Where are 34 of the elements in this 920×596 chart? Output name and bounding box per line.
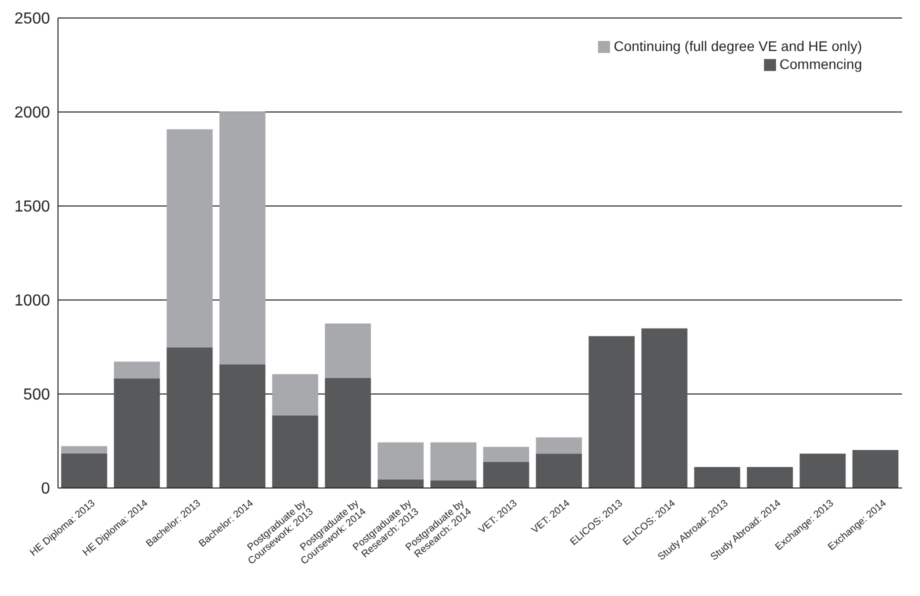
bar (272, 374, 318, 416)
bar (430, 442, 476, 480)
bar (378, 442, 424, 480)
y-tick-label: 1500 (14, 198, 50, 216)
bar (588, 336, 635, 488)
bar (272, 415, 318, 488)
y-tick-label: 2500 (14, 10, 50, 28)
bar (378, 479, 424, 488)
bar (219, 112, 266, 364)
bar (324, 378, 371, 488)
bar (324, 324, 371, 378)
bar (746, 466, 793, 488)
bar (166, 347, 213, 488)
legend-label: Continuing (full degree VE and HE only) (614, 38, 862, 54)
y-tick-label: 0 (41, 480, 50, 498)
bar (536, 437, 582, 454)
bar (61, 446, 108, 454)
bar (800, 454, 846, 488)
y-tick-label: 1000 (14, 292, 50, 310)
bar (536, 454, 582, 488)
y-tick-label: 2000 (14, 104, 50, 122)
bar (852, 450, 898, 488)
bar (641, 328, 688, 488)
legend-label: Commencing (780, 56, 862, 72)
bar (430, 480, 476, 488)
bar (483, 462, 530, 488)
bar (166, 129, 213, 348)
bar (694, 466, 740, 488)
bar (114, 362, 160, 378)
bar (219, 364, 266, 488)
y-tick-label: 500 (23, 386, 50, 404)
bar (114, 378, 160, 488)
bar (483, 446, 530, 462)
bar (61, 453, 108, 488)
